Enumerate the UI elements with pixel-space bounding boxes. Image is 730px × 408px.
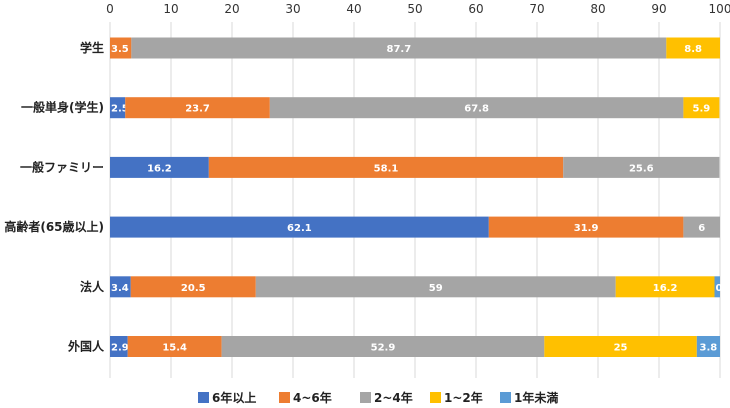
bar-segment (683, 216, 720, 238)
bar-segment (130, 276, 256, 298)
bar-segment (563, 156, 720, 178)
bars: 3.5 87.7 8.8 2.5 23.7 67.8 5.9 16.2 58.1 25.6 62.1… (110, 37, 730, 357)
bar-segment (110, 216, 489, 238)
bar-segment (110, 37, 132, 59)
x-tick-label: 70 (529, 2, 544, 16)
x-tick-label: 30 (285, 2, 300, 16)
x-tick-label: 10 (163, 2, 178, 16)
data-label: 20.5 (181, 283, 206, 294)
bar-segment (127, 336, 222, 357)
bar-segment (544, 336, 697, 357)
bar-segment (110, 156, 209, 178)
data-label: 8.8 (684, 44, 702, 55)
bar-segment (615, 276, 715, 298)
bar-segment (221, 336, 545, 357)
legend-label: 1年未満 (514, 390, 558, 405)
legend-swatch (430, 392, 441, 403)
data-label: 87.7 (386, 44, 411, 55)
x-tick-label: 50 (407, 2, 422, 16)
category-label: 法人 (80, 279, 105, 294)
bar-segment (125, 97, 270, 119)
bar-segment (110, 336, 128, 357)
data-label: 3.8 (700, 343, 718, 354)
bar-segment (208, 156, 564, 178)
data-label: 15.4 (162, 343, 187, 354)
bar-segment (131, 37, 667, 59)
bar-segment (110, 276, 131, 298)
bar-segment (488, 216, 684, 238)
legend-label: 4~6年 (293, 390, 332, 405)
bar-segment (255, 276, 616, 298)
data-label: 3.4 (111, 283, 129, 294)
data-label: 16.2 (147, 163, 172, 174)
data-label: 67.8 (464, 104, 489, 115)
legend: 6年以上 4~6年 2~4年 1~2年 1年未満 (198, 390, 558, 405)
category-label: 一般単身(学生) (21, 100, 104, 115)
legend-swatch (279, 392, 290, 403)
data-label: 5.9 (693, 104, 711, 115)
gridlines (109, 22, 721, 378)
data-label: 31.9 (574, 223, 599, 234)
legend-label: 6年以上 (212, 390, 256, 405)
data-label: 16.2 (653, 283, 678, 294)
data-label: 25.6 (629, 163, 654, 174)
data-label: 25 (614, 343, 628, 354)
data-label: 3.5 (111, 44, 129, 55)
data-label: 0.9 (716, 283, 730, 294)
data-label: 23.7 (185, 104, 210, 115)
legend-swatch (500, 392, 511, 403)
bar-segment (714, 276, 720, 298)
data-label: 59 (429, 283, 443, 294)
data-label: 6 (698, 223, 705, 234)
data-label: 58.1 (374, 163, 399, 174)
x-tick-label: 20 (224, 2, 239, 16)
bar-segment (110, 97, 126, 119)
data-label: 2.9 (111, 343, 129, 354)
x-tick-label: 90 (651, 2, 666, 16)
category-label: 学生 (80, 40, 104, 55)
x-tick-label: 0 (106, 2, 114, 16)
legend-swatch (198, 392, 209, 403)
legend-swatch (360, 392, 371, 403)
bar-segment (683, 97, 720, 119)
x-axis-ticks: 0 10 20 30 40 50 60 70 80 90 100 (106, 2, 730, 16)
bar-segment (696, 336, 720, 357)
category-label: 一般ファミリー (20, 159, 104, 174)
bar-segment (269, 97, 684, 119)
data-label: 2.5 (111, 104, 129, 115)
x-tick-label: 40 (346, 2, 361, 16)
category-label: 高齢者(65歳以上) (4, 219, 104, 234)
legend-label: 2~4年 (374, 390, 413, 405)
category-label: 外国人 (68, 339, 105, 354)
x-tick-label: 80 (590, 2, 605, 16)
data-label: 52.9 (371, 343, 396, 354)
x-tick-label: 60 (468, 2, 483, 16)
legend-label: 1~2年 (444, 390, 483, 405)
x-tick-label: 100 (709, 2, 730, 16)
bar-segment (666, 37, 720, 59)
data-label: 62.1 (287, 223, 312, 234)
